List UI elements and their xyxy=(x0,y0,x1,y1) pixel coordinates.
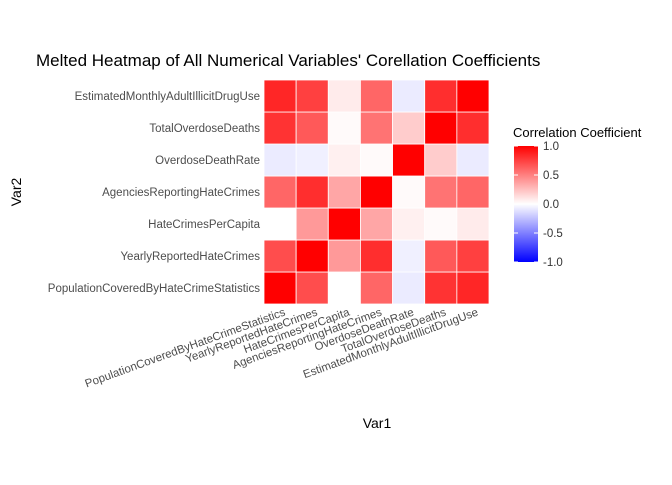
y-axis-title: Var2 xyxy=(8,178,24,207)
heatmap-cell xyxy=(263,207,297,241)
heatmap-cell xyxy=(456,111,490,145)
heatmap-cell xyxy=(392,271,426,305)
heatmap-cells xyxy=(263,79,490,305)
heatmap-cell xyxy=(424,79,458,113)
x-axis-title: Var1 xyxy=(363,415,392,431)
heatmap-cell xyxy=(327,79,361,113)
legend-tick-label: -1.0 xyxy=(543,257,563,269)
heatmap-cell xyxy=(327,271,361,305)
heatmap-cell xyxy=(295,175,329,209)
y-tick-label: OverdoseDeathRate xyxy=(155,155,260,167)
heatmap-cell xyxy=(327,143,361,177)
y-tick-label: HateCrimesPerCapita xyxy=(148,219,260,231)
heatmap-cell xyxy=(392,207,426,241)
heatmap-cell xyxy=(456,239,490,273)
heatmap-cell xyxy=(263,79,297,113)
heatmap-cell xyxy=(263,271,297,305)
heatmap-cell xyxy=(424,239,458,273)
y-tick-label: AgenciesReportingHateCrimes xyxy=(102,187,260,199)
heatmap-cell xyxy=(456,175,490,209)
heatmap-cell xyxy=(295,271,329,305)
heatmap-cell xyxy=(295,143,329,177)
heatmap-cell xyxy=(392,175,426,209)
heatmap-cell xyxy=(392,239,426,273)
legend-tick-label: 0.0 xyxy=(543,199,559,211)
heatmap-cell xyxy=(360,111,393,145)
heatmap-cell xyxy=(360,79,393,113)
heatmap-cell xyxy=(295,239,329,273)
legend-tick-label: 0.5 xyxy=(543,170,559,182)
heatmap-cell xyxy=(263,175,297,209)
legend-tick-label: -0.5 xyxy=(543,228,563,240)
heatmap-cell xyxy=(327,111,361,145)
heatmap-cell xyxy=(360,207,393,241)
heatmap-cell xyxy=(456,207,490,241)
heatmap-cell xyxy=(263,111,297,145)
heatmap-cell xyxy=(295,111,329,145)
y-tick-label: TotalOverdoseDeaths xyxy=(149,123,260,135)
heatmap-cell xyxy=(295,207,329,241)
heatmap-cell xyxy=(263,143,297,177)
heatmap-cell xyxy=(456,143,490,177)
heatmap-cell xyxy=(392,143,426,177)
x-axis-ticks: PopulationCoveredByHateCrimeStatisticsYe… xyxy=(84,306,480,390)
heatmap-cell xyxy=(327,207,361,241)
heatmap-cell xyxy=(360,143,393,177)
heatmap-cell xyxy=(360,271,393,305)
heatmap-cell xyxy=(424,207,458,241)
y-tick-label: YearlyReportedHateCrimes xyxy=(120,251,260,263)
heatmap-cell xyxy=(392,79,426,113)
heatmap-cell xyxy=(424,175,458,209)
legend-title: Correlation Coefficient xyxy=(513,125,642,140)
heatmap-cell xyxy=(327,175,361,209)
heatmap-cell xyxy=(263,239,297,273)
heatmap-cell xyxy=(360,175,393,209)
heatmap-cell xyxy=(424,111,458,145)
y-tick-label: EstimatedMonthlyAdultIllicitDrugUse xyxy=(75,91,260,103)
heatmap-cell xyxy=(327,239,361,273)
heatmap-cell xyxy=(424,271,458,305)
legend-ticks: 1.0 0.5 0.0 -0.5 -1.0 xyxy=(514,141,563,269)
color-legend: Correlation Coefficient 1.0 0.5 0.0 -0.5 -1.… xyxy=(513,125,642,269)
heatmap-cell xyxy=(295,79,329,113)
heatmap-cell xyxy=(392,111,426,145)
heatmap-cell xyxy=(360,239,393,273)
heatmap-cell xyxy=(456,79,490,113)
heatmap-cell xyxy=(424,143,458,177)
chart-title: Melted Heatmap of All Numerical Variable… xyxy=(36,51,540,70)
legend-tick-label: 1.0 xyxy=(543,141,559,153)
y-axis-ticks: PopulationCoveredByHateCrimeStatistics Ye… xyxy=(48,91,261,295)
y-tick-label: PopulationCoveredByHateCrimeStatistics xyxy=(48,283,260,295)
heatmap-cell xyxy=(456,271,490,305)
